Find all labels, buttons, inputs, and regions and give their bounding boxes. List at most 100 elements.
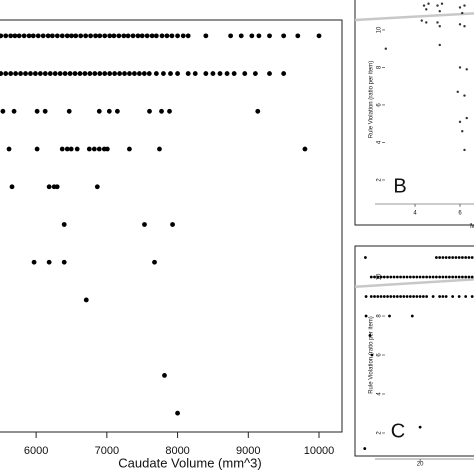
point bbox=[363, 447, 367, 450]
point bbox=[444, 295, 448, 298]
point bbox=[389, 295, 393, 298]
point bbox=[364, 256, 367, 259]
y-tick-label: 2 bbox=[377, 178, 383, 182]
point bbox=[59, 146, 65, 152]
point bbox=[464, 275, 468, 279]
point bbox=[54, 33, 60, 39]
point bbox=[464, 295, 468, 298]
point bbox=[410, 314, 414, 318]
point bbox=[382, 275, 386, 279]
point bbox=[461, 11, 464, 15]
point bbox=[104, 146, 110, 152]
point bbox=[49, 33, 55, 39]
x-tick-label: 6 bbox=[458, 211, 462, 217]
point bbox=[438, 275, 442, 279]
point bbox=[175, 33, 180, 39]
point bbox=[434, 256, 438, 259]
point bbox=[107, 71, 113, 76]
point bbox=[369, 295, 373, 298]
point bbox=[18, 71, 23, 76]
point bbox=[87, 71, 93, 76]
point bbox=[395, 275, 399, 279]
point bbox=[3, 33, 9, 39]
point bbox=[461, 129, 464, 133]
y-tick-label: 10 bbox=[377, 273, 383, 280]
y-tick-label: 8 bbox=[377, 65, 383, 69]
point bbox=[185, 33, 191, 39]
point bbox=[94, 184, 100, 190]
point bbox=[168, 71, 173, 76]
point bbox=[82, 71, 88, 76]
x-axis-label: Mean bbox=[470, 223, 474, 230]
point bbox=[72, 71, 78, 76]
y-tick-label: 4 bbox=[377, 392, 383, 396]
point bbox=[458, 23, 462, 26]
point bbox=[425, 21, 428, 24]
point bbox=[86, 146, 92, 152]
point bbox=[127, 146, 132, 152]
point bbox=[153, 71, 159, 76]
point bbox=[302, 146, 308, 152]
point bbox=[3, 71, 9, 76]
point bbox=[405, 275, 409, 279]
point bbox=[122, 71, 127, 76]
point bbox=[62, 71, 68, 76]
point bbox=[373, 295, 376, 298]
point bbox=[92, 71, 98, 76]
point bbox=[422, 4, 426, 7]
point bbox=[111, 33, 117, 39]
point bbox=[364, 314, 368, 318]
y-tick-label: 4 bbox=[377, 140, 383, 144]
point bbox=[46, 184, 52, 190]
x-tick-label: 6000 bbox=[24, 445, 48, 457]
point bbox=[448, 275, 451, 279]
point bbox=[132, 71, 137, 76]
point bbox=[6, 146, 12, 152]
point bbox=[192, 71, 198, 76]
point bbox=[175, 410, 180, 416]
point bbox=[388, 314, 391, 318]
point bbox=[395, 295, 399, 298]
point bbox=[441, 295, 445, 298]
point bbox=[370, 353, 374, 357]
point bbox=[438, 295, 442, 298]
point bbox=[73, 33, 79, 39]
point bbox=[418, 295, 422, 298]
point bbox=[454, 275, 458, 279]
point bbox=[102, 71, 108, 76]
point bbox=[228, 33, 234, 39]
point bbox=[135, 33, 141, 39]
point bbox=[127, 71, 132, 76]
y-axis-label: Rule Violation (ratio per item) bbox=[369, 61, 375, 139]
point bbox=[161, 71, 166, 76]
point bbox=[164, 33, 170, 39]
point bbox=[217, 71, 223, 76]
point bbox=[136, 71, 142, 76]
y-tick-label: 2 bbox=[377, 431, 383, 435]
point bbox=[203, 33, 209, 39]
point bbox=[412, 275, 415, 279]
point bbox=[444, 256, 448, 259]
point bbox=[78, 33, 84, 39]
point bbox=[408, 275, 412, 279]
point bbox=[45, 33, 51, 39]
point bbox=[425, 8, 428, 11]
point bbox=[470, 275, 474, 279]
point bbox=[457, 275, 461, 279]
point bbox=[96, 146, 102, 152]
y-tick-label: 8 bbox=[377, 314, 383, 318]
point bbox=[170, 222, 175, 227]
point bbox=[180, 33, 186, 39]
point bbox=[364, 295, 368, 298]
point bbox=[255, 108, 261, 114]
point bbox=[157, 146, 162, 152]
point bbox=[369, 275, 373, 279]
trend-line bbox=[354, 12, 474, 22]
point bbox=[457, 256, 461, 259]
point bbox=[47, 71, 53, 76]
point bbox=[458, 66, 462, 69]
point bbox=[382, 295, 386, 298]
point bbox=[8, 71, 14, 76]
point bbox=[114, 108, 120, 114]
